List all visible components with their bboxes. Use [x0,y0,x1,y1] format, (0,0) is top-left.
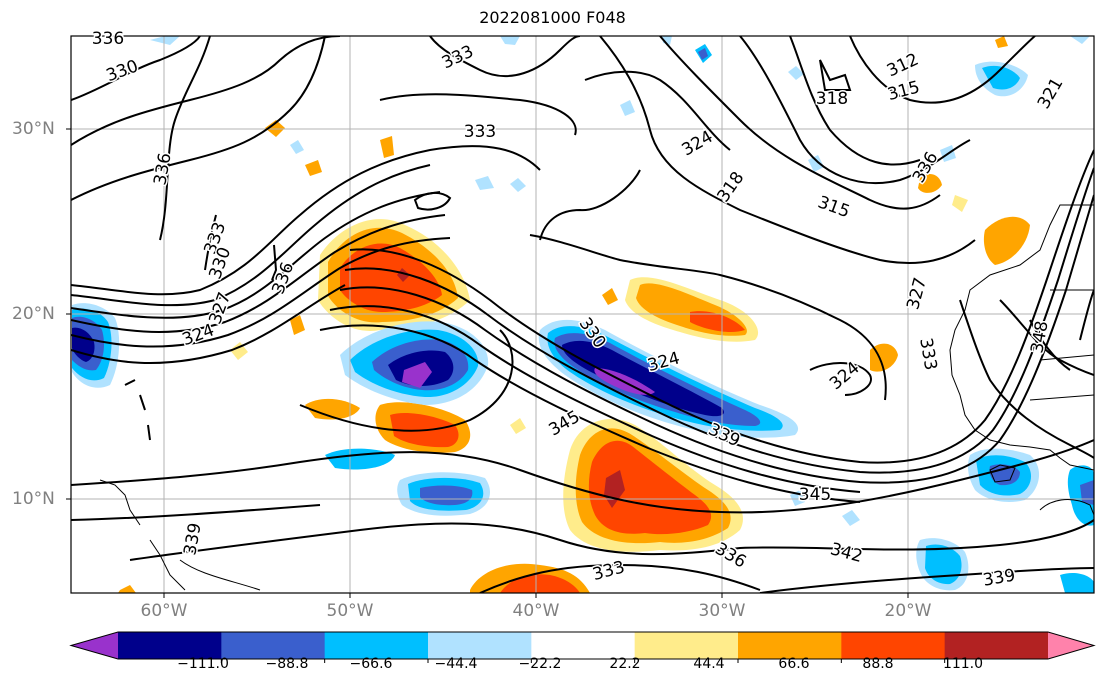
colorbar-tick-label: −44.4 [434,656,478,672]
contour-lines [71,36,1094,593]
colorbar-tick-label: 88.8 [862,656,894,672]
colorbar-segment [738,632,842,659]
contour-label: 333 [464,122,496,142]
contour-label: 333 [590,557,627,585]
colorbar-tick-label: −111.0 [177,656,229,672]
contour-label: 330 [104,56,141,86]
lon-label: 30°W [698,601,746,621]
colorbar-tick-label: −88.8 [265,656,309,672]
contour-label: 339 [981,565,1016,590]
colorbar-outline [69,631,1096,660]
map-title: 2022081000 F048 [479,8,626,27]
contour-label: 333 [915,336,940,371]
contour-label: 336 [268,260,298,297]
lat-label: 20°N [12,304,55,324]
contour-label: 342 [828,539,865,567]
colorbar-segment [118,632,222,659]
colorbar-tick-label: 66.6 [778,656,810,672]
colorbar-tick-label: 111.0 [942,656,984,672]
contour-label: 345 [799,485,831,505]
lon-label: 40°W [512,601,560,621]
colorbar-segment [944,632,1049,659]
contour-label: 324 [180,320,217,350]
contour-label: 327 [903,275,931,312]
colorbar-tick-label: 22.2 [609,656,641,672]
colorbar-segment [428,632,532,659]
contour-label: 333 [439,42,477,74]
contour-label: 336 [711,539,749,573]
lon-label: 20°W [884,601,932,621]
lat-label: 10°N [12,489,55,509]
contour-label: 321 [1034,74,1068,112]
colorbar [69,631,1096,663]
contour-label: 336 [92,29,124,49]
lat-label: 30°N [12,119,55,139]
contour-label: 318 [713,168,748,206]
colorbar-tick-label: 44.4 [693,656,725,672]
colorbar-extend-low [71,632,118,659]
contour-label: 315 [815,192,852,222]
contour-label: 336 [150,151,175,186]
grid-lines [71,36,1094,593]
colorbar-segment [221,632,326,659]
colorbar-tick-label: −66.6 [349,656,393,672]
coastlines [99,204,1094,591]
colorbar-extend-high [1048,632,1094,659]
colorbar-tick-label: −22.2 [518,656,562,672]
contour-label: 339 [180,521,205,556]
lon-label: 60°W [140,601,188,621]
contour-label: 318 [816,89,848,109]
colorbar-segment [531,632,636,659]
shaded-field [72,36,1094,593]
colorbar-segment [634,632,739,659]
colorbar-segment [324,632,429,659]
colorbar-segment [841,632,946,659]
lon-label: 50°W [326,601,374,621]
